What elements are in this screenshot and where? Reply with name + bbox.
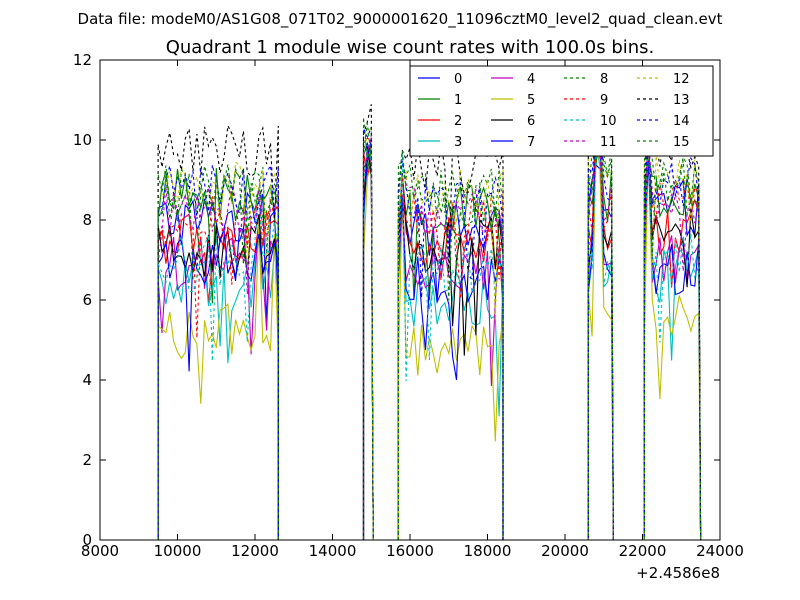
x-tick-label: 18000 — [464, 542, 512, 560]
legend-label-5: 5 — [527, 93, 535, 108]
y-tick-label: 10 — [73, 131, 92, 149]
x-tick-label: 10000 — [154, 542, 202, 560]
legend-label-4: 4 — [527, 72, 535, 87]
series-line-11 — [157, 118, 702, 541]
series-line-15 — [157, 105, 702, 541]
legend-label-7: 7 — [527, 135, 535, 150]
legend-label-15: 15 — [673, 135, 690, 150]
x-offset-label: +2.4586e8 — [636, 564, 720, 582]
legend-label-6: 6 — [527, 114, 535, 129]
x-axis: 8000 10000 12000 14000 16000 18000 20000 22000 2… — [81, 60, 744, 560]
legend-label-1: 1 — [454, 93, 462, 108]
y-tick-label: 2 — [82, 451, 92, 469]
legend-label-14: 14 — [673, 114, 690, 129]
y-tick-label: 0 — [82, 531, 92, 549]
y-tick-label: 4 — [82, 371, 92, 389]
legend-label-10: 10 — [600, 114, 617, 129]
y-tick-label: 8 — [82, 211, 92, 229]
legend-label-0: 0 — [454, 72, 462, 87]
x-tick-label: 22000 — [619, 542, 667, 560]
x-tick-label: 8000 — [81, 542, 119, 560]
x-tick-label: 14000 — [309, 542, 357, 560]
legend-frame — [409, 65, 714, 157]
legend-label-8: 8 — [600, 72, 608, 87]
x-tick-label: 24000 — [696, 542, 744, 560]
x-tick-label: 16000 — [386, 542, 434, 560]
series-layer — [157, 104, 702, 541]
legend-label-12: 12 — [673, 72, 690, 87]
legend-label-13: 13 — [673, 93, 690, 108]
y-tick-label: 6 — [82, 291, 92, 309]
legend-label-2: 2 — [454, 114, 462, 129]
legend-label-9: 9 — [600, 93, 608, 108]
y-tick-label: 12 — [73, 51, 92, 69]
x-tick-label: 12000 — [231, 542, 279, 560]
x-tick-label: 20000 — [541, 542, 589, 560]
legend-label-11: 11 — [600, 135, 617, 150]
legend-label-3: 3 — [454, 135, 462, 150]
chart-title: Quadrant 1 module wise count rates with … — [166, 37, 655, 58]
suptitle: Data file: modeM0/AS1G08_071T02_90000016… — [78, 10, 723, 29]
